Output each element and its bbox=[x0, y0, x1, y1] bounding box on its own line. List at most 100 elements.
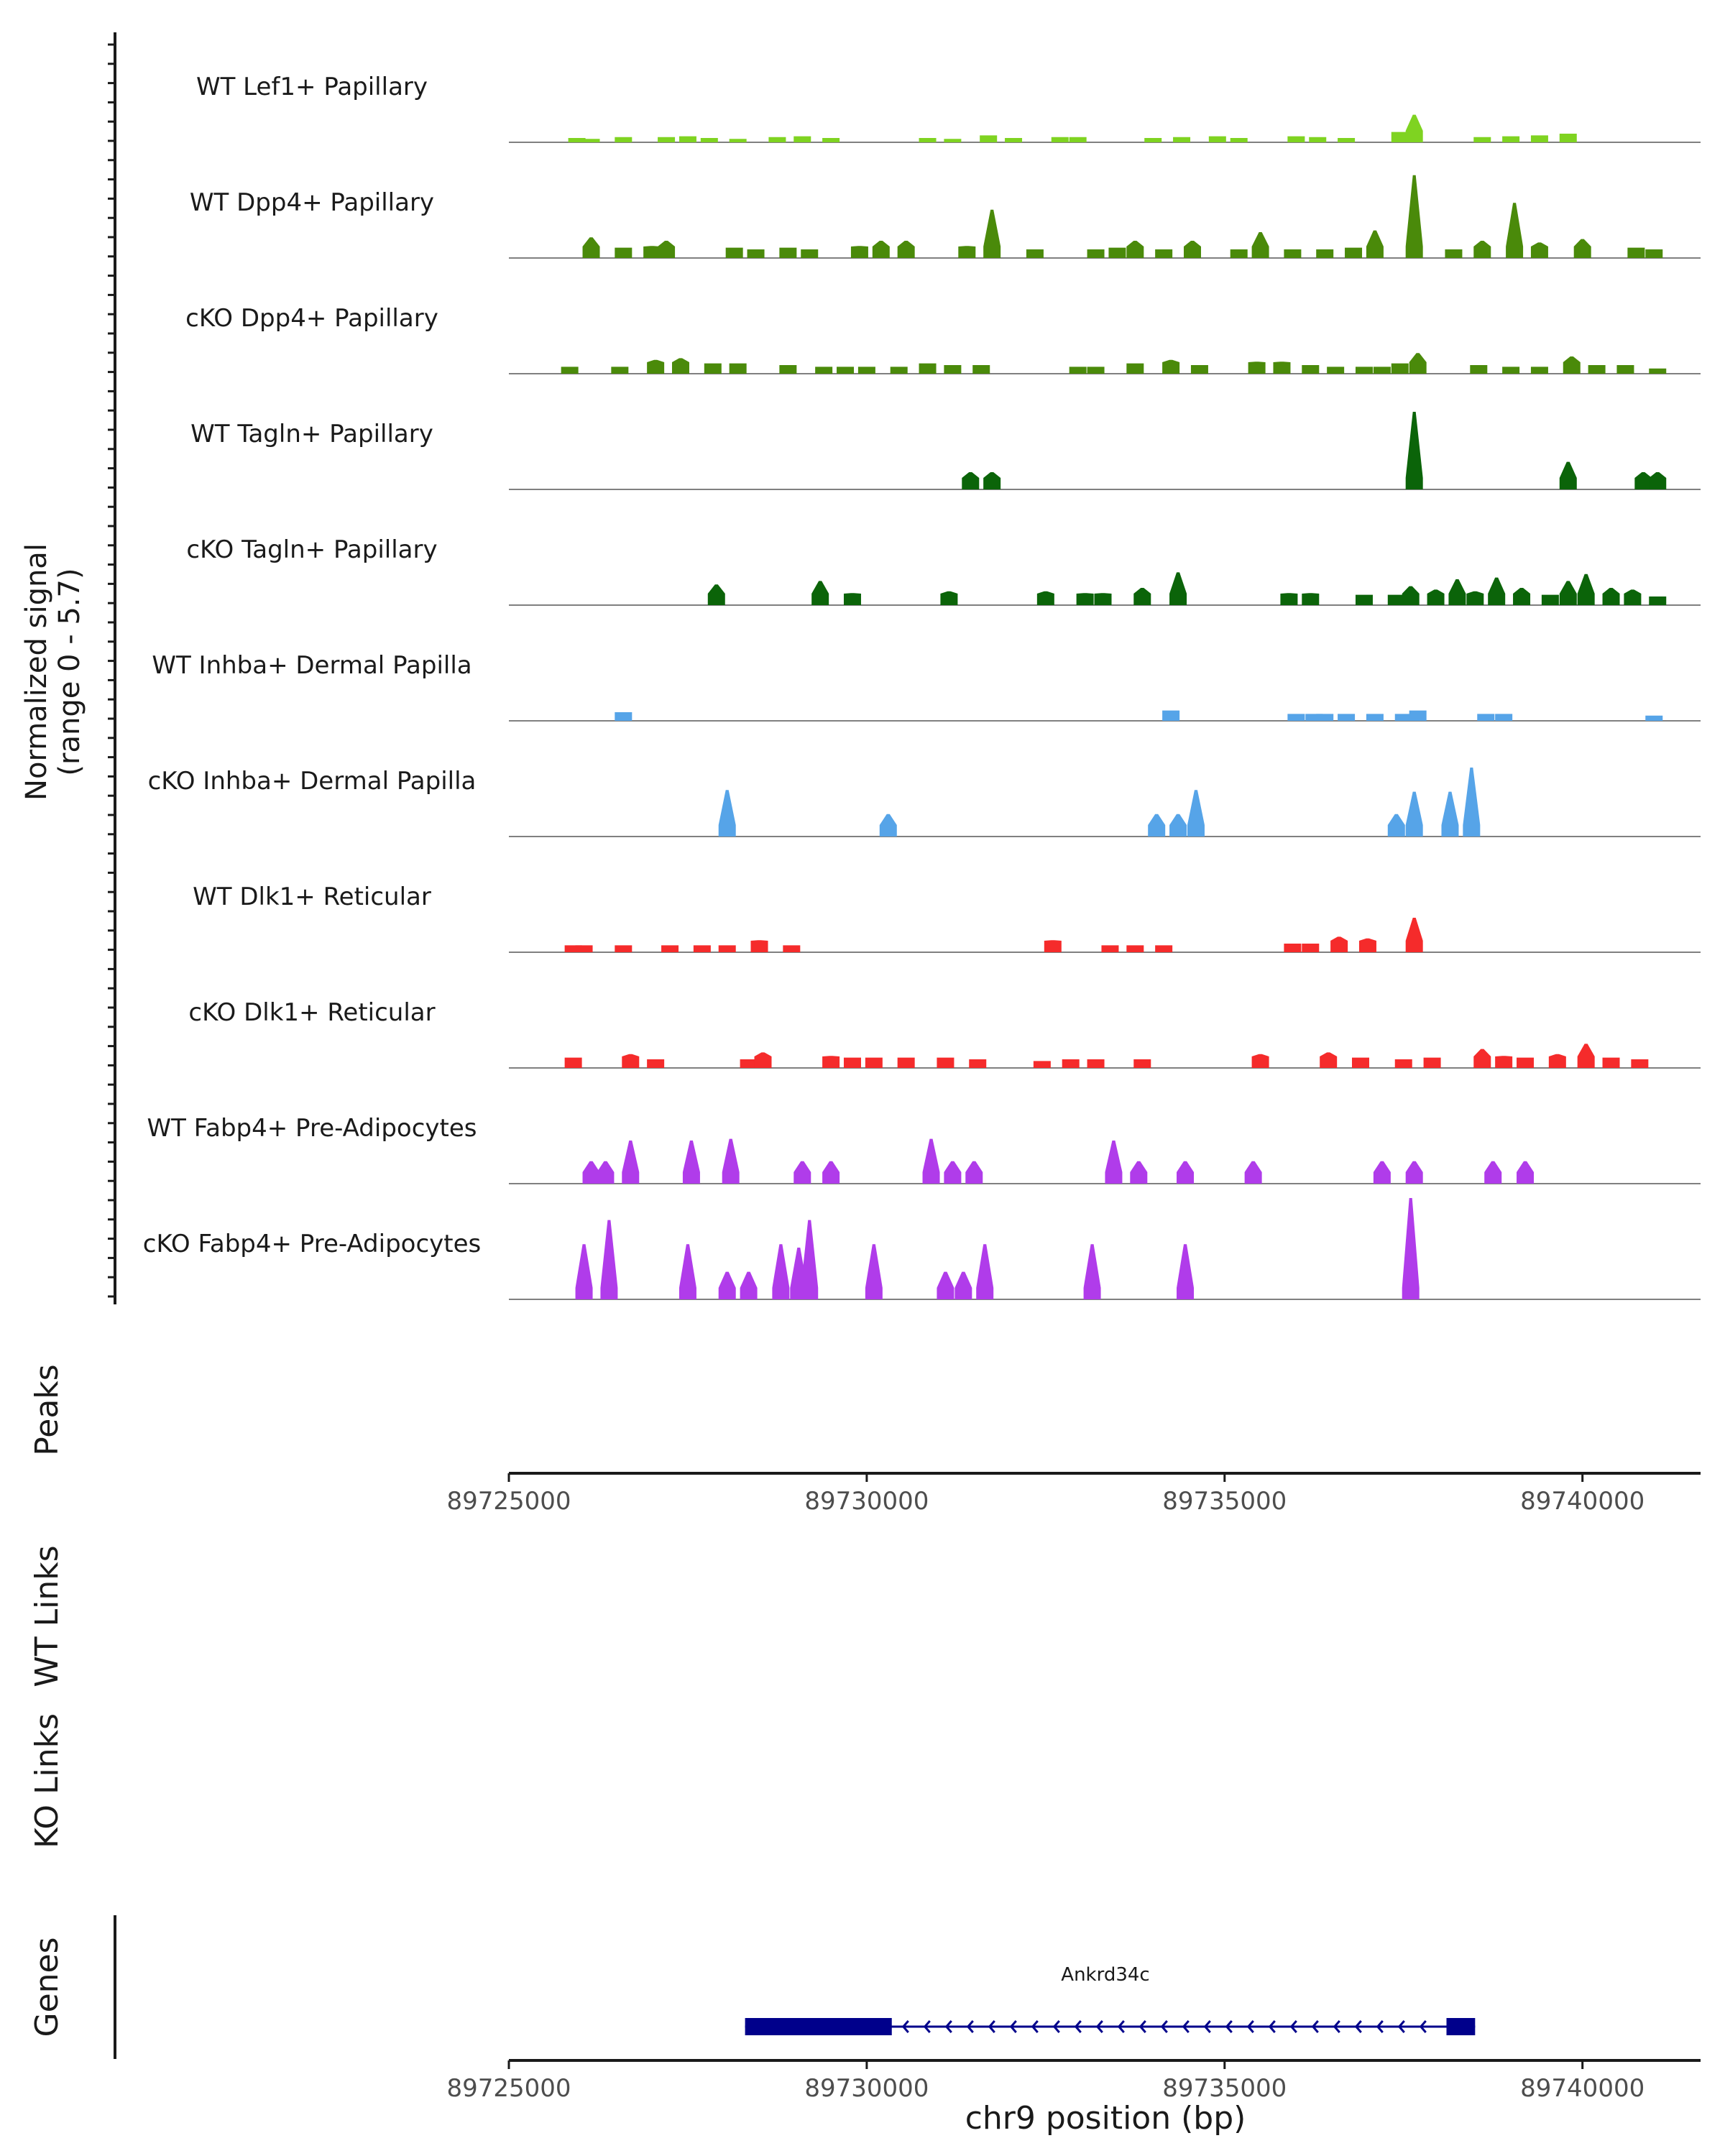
signal-peak bbox=[647, 359, 665, 374]
x-ticks-bottom: 89725000 89730000 89735000 89740000 bbox=[446, 2060, 1644, 2103]
strand-arrow bbox=[1009, 2020, 1017, 2033]
signal-peak bbox=[944, 139, 962, 142]
track-label: WT Dpp4+ Papillary bbox=[190, 188, 434, 217]
signal-peak bbox=[582, 1161, 600, 1184]
x-tick-label: 89735000 bbox=[1162, 2074, 1287, 2103]
signal-peak bbox=[678, 136, 696, 142]
signal-peak bbox=[1302, 593, 1320, 605]
signal-peak bbox=[944, 1161, 962, 1184]
signal-peak bbox=[718, 790, 736, 837]
y-axis-title: Normalized signal (range 0 - 5.7) bbox=[20, 543, 86, 801]
signal-peak bbox=[1445, 249, 1463, 258]
signal-peak bbox=[794, 1161, 811, 1184]
signal-peak bbox=[983, 209, 1001, 258]
signal-peak bbox=[1155, 945, 1173, 952]
signal-peak bbox=[575, 945, 593, 952]
track-11: cKO Fabp4+ Pre-Adipocytes bbox=[143, 1198, 1701, 1300]
signal-peak bbox=[1530, 135, 1548, 142]
signal-peak bbox=[1530, 242, 1548, 258]
signal-peak bbox=[1244, 1161, 1262, 1184]
strand-arrow bbox=[988, 2020, 995, 2033]
signal-peak bbox=[1287, 136, 1305, 142]
signal-peak bbox=[582, 237, 600, 258]
signal-peak bbox=[1616, 365, 1634, 374]
track-label: WT Dlk1+ Reticular bbox=[193, 883, 431, 911]
signal-peak bbox=[944, 365, 962, 374]
signal-peak bbox=[980, 135, 998, 142]
peaks-label: Peaks bbox=[29, 1364, 65, 1455]
signal-peak bbox=[1366, 714, 1384, 721]
signal-peak bbox=[1126, 241, 1144, 258]
signal-peak bbox=[865, 1244, 883, 1299]
signal-peak bbox=[1190, 365, 1208, 374]
signal-peak bbox=[1588, 365, 1606, 374]
signal-peak bbox=[772, 1244, 790, 1299]
track-7: cKO Inhba+ Dermal Papilla bbox=[148, 767, 1701, 837]
signal-peak bbox=[865, 1057, 883, 1068]
signal-peak bbox=[1177, 1244, 1195, 1299]
track-6: WT Inhba+ Dermal Papilla bbox=[152, 651, 1701, 722]
signal-peak bbox=[1126, 363, 1144, 374]
signal-peak bbox=[1409, 353, 1427, 374]
gene-exon bbox=[1446, 2018, 1476, 2035]
gene-exon bbox=[745, 2018, 892, 2035]
strand-arrow bbox=[1289, 2020, 1297, 2033]
wt-links-label: WT Links bbox=[29, 1545, 65, 1687]
signal-peak bbox=[1577, 573, 1595, 605]
signal-peak bbox=[700, 138, 718, 142]
signal-peak bbox=[1251, 1054, 1269, 1068]
signal-peak bbox=[1484, 1161, 1502, 1184]
gene-name-label: Ankrd34c bbox=[1061, 1964, 1149, 1986]
signal-peak bbox=[1087, 367, 1105, 374]
signal-peak bbox=[958, 246, 976, 258]
track-label: WT Fabp4+ Pre-Adipocytes bbox=[147, 1114, 477, 1143]
signal-peak bbox=[615, 247, 632, 258]
signal-peak bbox=[1427, 589, 1445, 605]
signal-peak bbox=[1402, 586, 1420, 605]
signal-peak bbox=[954, 1271, 972, 1299]
signal-peak bbox=[611, 367, 629, 374]
signal-peak bbox=[1316, 249, 1334, 258]
signal-peak bbox=[1624, 589, 1642, 605]
signal-peak bbox=[1366, 230, 1384, 258]
signal-peak bbox=[671, 358, 689, 374]
signal-peak bbox=[1069, 137, 1087, 142]
signal-peak bbox=[1502, 367, 1520, 374]
track-2: WT Dpp4+ Papillary bbox=[190, 175, 1701, 259]
signal-peak bbox=[1327, 367, 1345, 374]
signal-peak bbox=[1466, 591, 1484, 605]
tracks-group: WT Lef1+ Papillary WT Dpp4+ Papillary cKO … bbox=[143, 73, 1701, 1300]
signal-peak bbox=[1280, 593, 1298, 605]
signal-peak bbox=[1208, 136, 1226, 142]
tracks-y-ticks bbox=[108, 43, 115, 1298]
signal-peak bbox=[1473, 137, 1491, 142]
signal-peak bbox=[972, 365, 990, 374]
signal-peak bbox=[661, 945, 679, 952]
signal-peak bbox=[1530, 367, 1548, 374]
signal-peak bbox=[919, 138, 937, 142]
signal-peak bbox=[822, 138, 840, 142]
signal-peak bbox=[1495, 714, 1513, 721]
signal-peak bbox=[682, 1141, 700, 1184]
track-9: cKO Dlk1+ Reticular bbox=[188, 998, 1701, 1069]
genes-label: Genes bbox=[29, 1937, 65, 2037]
signal-peak bbox=[1495, 1056, 1513, 1068]
signal-peak bbox=[1169, 814, 1187, 837]
signal-peak bbox=[1126, 945, 1144, 952]
signal-peak bbox=[750, 940, 768, 952]
signal-peak bbox=[1548, 1054, 1566, 1068]
signal-peak bbox=[1405, 918, 1423, 952]
signal-peak bbox=[647, 1059, 665, 1068]
x-axis-title: chr9 position (bp) bbox=[965, 2100, 1246, 2137]
track-label: WT Inhba+ Dermal Papilla bbox=[152, 651, 472, 680]
track-label: cKO Dpp4+ Papillary bbox=[185, 304, 438, 333]
signal-peak bbox=[837, 367, 855, 374]
strand-arrow bbox=[966, 2020, 974, 2033]
strand-arrow bbox=[1246, 2020, 1254, 2033]
signal-peak bbox=[1391, 363, 1409, 374]
signal-peak bbox=[1448, 579, 1466, 605]
signal-peak bbox=[1248, 361, 1266, 374]
signal-peak bbox=[1649, 596, 1667, 605]
signal-peak bbox=[1541, 594, 1559, 605]
signal-peak bbox=[801, 249, 819, 258]
